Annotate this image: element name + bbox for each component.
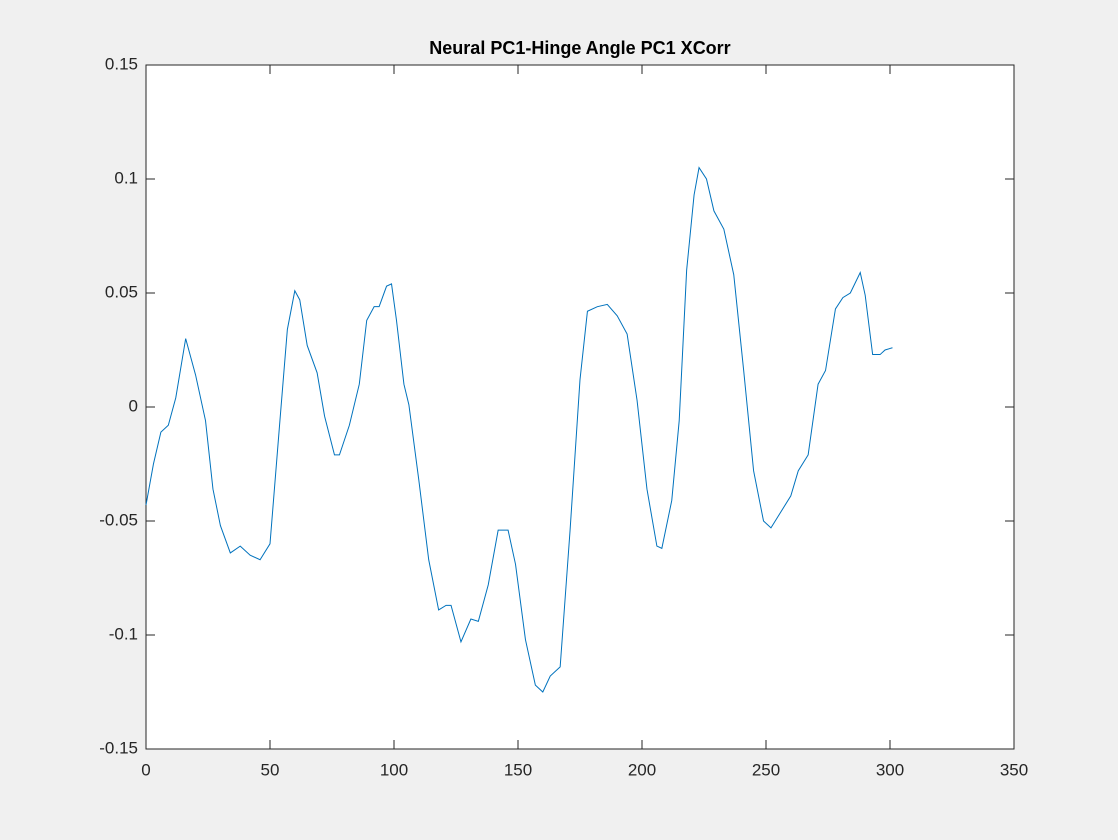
x-tick-label: 250: [752, 760, 780, 779]
data-line: [145, 166, 893, 693]
x-tick-label: 350: [1000, 760, 1028, 779]
x-tick-label: 50: [261, 760, 280, 779]
y-tick-label: 0: [129, 396, 138, 415]
chart-title: Neural PC1-Hinge Angle PC1 XCorr: [429, 38, 730, 58]
y-tick-label: -0.05: [99, 510, 138, 529]
y-tick-label: 0.05: [105, 282, 138, 301]
y-tick-label: -0.1: [109, 624, 138, 643]
y-tick-label: 0.1: [114, 168, 138, 187]
y-tick-label: -0.15: [99, 738, 138, 757]
axes-box: [145, 64, 1015, 750]
x-tick-label: 300: [876, 760, 904, 779]
x-tick-label: 200: [628, 760, 656, 779]
x-tick-label: 100: [380, 760, 408, 779]
x-tick-label: 0: [141, 760, 150, 779]
y-tick-label: 0.15: [105, 54, 138, 73]
x-tick-label: 150: [504, 760, 532, 779]
